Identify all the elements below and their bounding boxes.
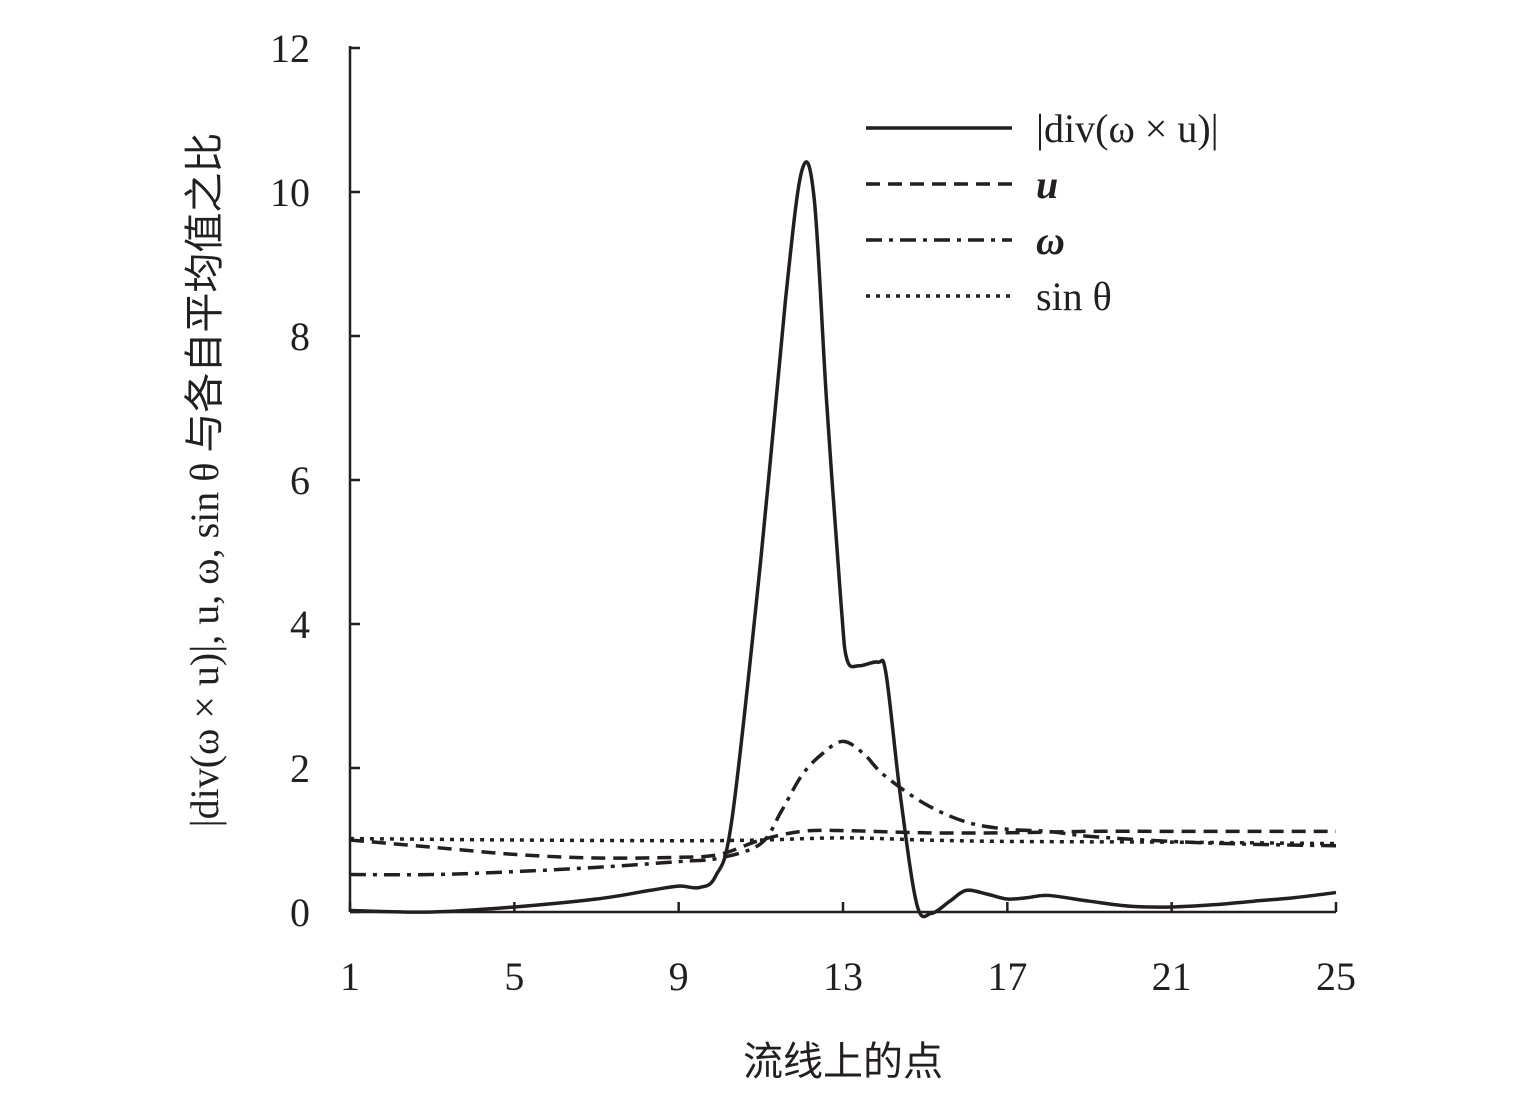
x-tick-label: 9 — [669, 954, 689, 999]
x-tick-label: 1 — [340, 954, 360, 999]
x-ticks: 1 5 9 13 17 21 25 — [340, 902, 1356, 999]
legend: |div(ω × u)| uω sin θ — [866, 106, 1219, 319]
x-tick-label: 13 — [823, 954, 863, 999]
x-tick-label: 25 — [1316, 954, 1356, 999]
y-tick-label: 10 — [270, 170, 310, 215]
y-ticks: 0 2 4 6 8 10 12 — [270, 26, 360, 935]
x-tick-label: 17 — [987, 954, 1027, 999]
legend-label: |div(ω × u)| — [1036, 106, 1219, 151]
series-line-solid — [349, 160, 1337, 919]
x-tick-label: 21 — [1152, 954, 1192, 999]
y-tick-label: 0 — [290, 890, 310, 935]
series-line-dotted — [349, 836, 1337, 846]
series-lines — [349, 160, 1337, 919]
x-axis-title: 流线上的点 — [743, 1039, 943, 1084]
legend-label: ω — [1036, 218, 1065, 263]
y-tick-label: 2 — [290, 746, 310, 791]
y-tick-label: 8 — [290, 314, 310, 359]
y-tick-label: 12 — [270, 26, 310, 71]
y-tick-label: 6 — [290, 458, 310, 503]
x-tick-label: 5 — [504, 954, 524, 999]
legend-label: sin θ — [1036, 274, 1112, 319]
y-axis-title: |div(ω × u)|, u, ω, sin θ 与各自平均值之比 — [182, 133, 227, 828]
legend-label: u — [1036, 162, 1058, 207]
y-tick-label: 4 — [290, 602, 310, 647]
series-line-dashed — [349, 828, 1336, 860]
series-line-dash-dot — [349, 739, 1337, 877]
